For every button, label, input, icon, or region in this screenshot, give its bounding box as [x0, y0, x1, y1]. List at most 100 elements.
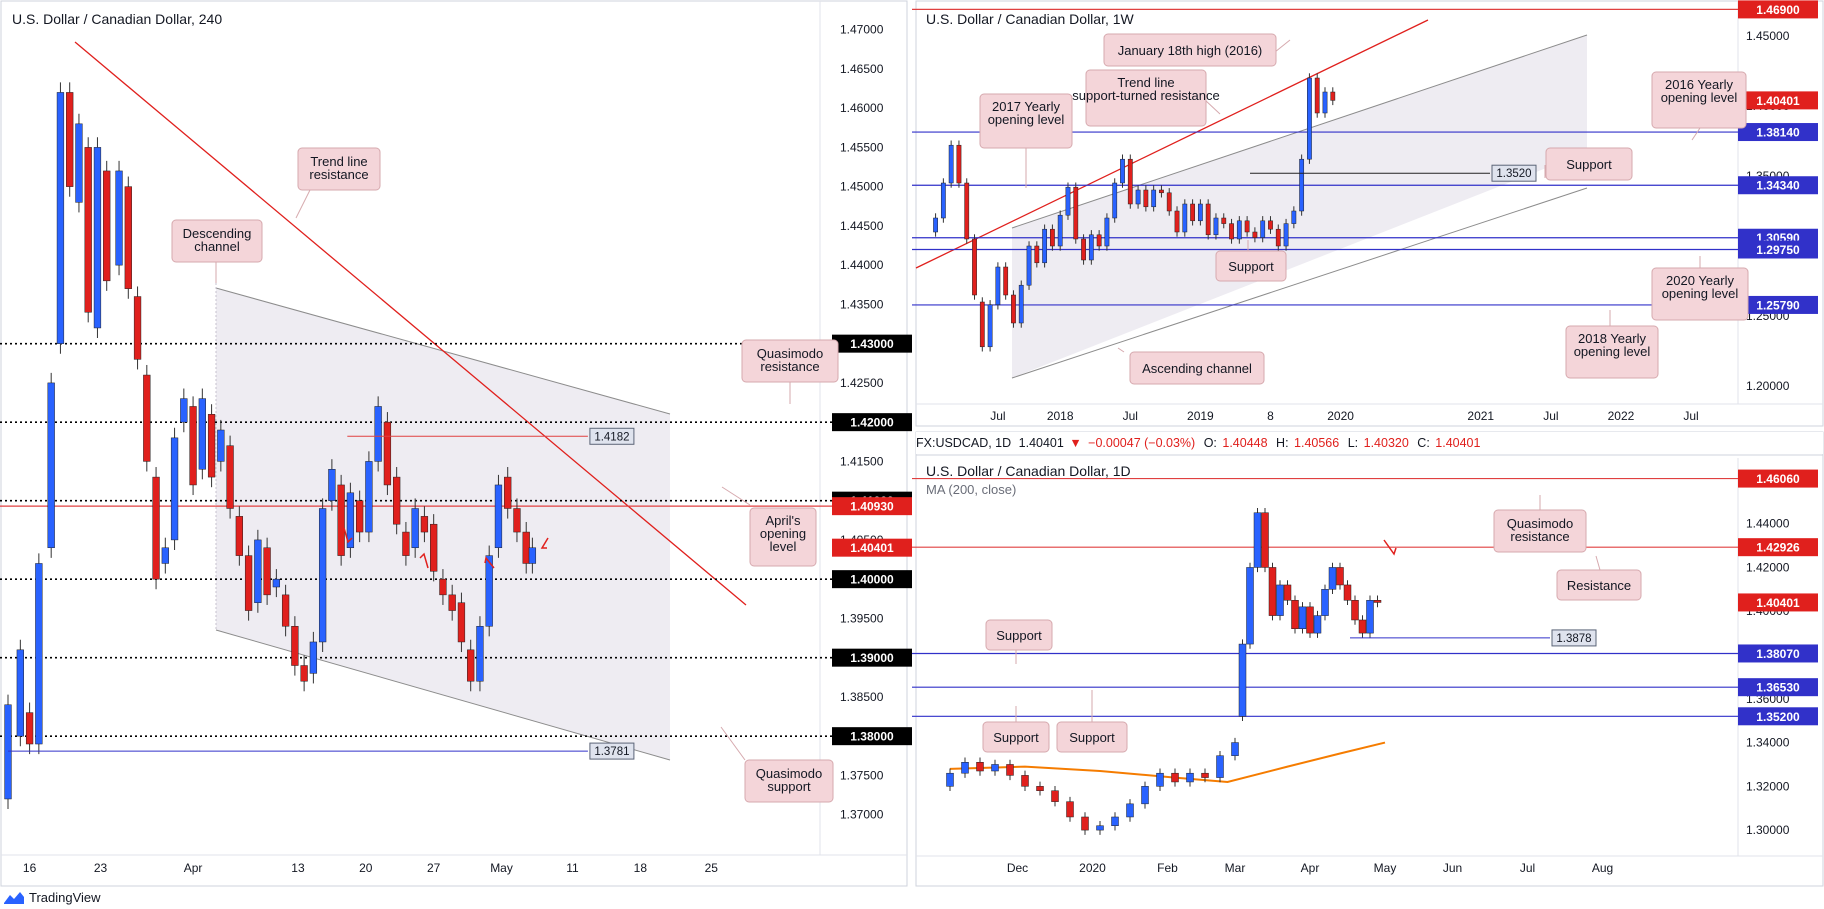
bull-candle: [374, 406, 382, 462]
bull-candle: [411, 508, 419, 549]
x-tick-label: 27: [427, 861, 441, 875]
x-tick-label: 25: [705, 861, 719, 875]
bear-candle: [235, 516, 243, 556]
callout-text: Ascending channel: [1142, 361, 1252, 376]
price-tag: [832, 413, 912, 432]
weekly-chart-title: U.S. Dollar / Canadian Dollar, 1W: [926, 11, 1135, 27]
bull-candle: [180, 398, 188, 423]
y-tick-label: 1.45000: [840, 180, 884, 194]
bear-candle: [300, 665, 308, 682]
bear-candle: [420, 516, 429, 533]
y-tick-label: 1.41500: [840, 454, 884, 468]
marker-tag: [589, 742, 635, 760]
bear-candle: [402, 531, 410, 556]
bear-candle: [291, 626, 299, 666]
x-tick-label: 20: [359, 861, 373, 875]
h4-markers: 1.4182 1.3781: [8, 427, 635, 760]
price-tag-label: 1.38070: [1756, 647, 1800, 661]
x-tick-label: May: [490, 861, 513, 875]
callout-january-18th-high: January 18th high (2016): [1103, 33, 1291, 67]
bear-candle: [1006, 764, 1014, 776]
bull-candle: [198, 398, 206, 470]
y-tick-label: 1.37500: [840, 768, 884, 782]
arrow-marker: [343, 527, 353, 544]
price-tag: [1738, 240, 1818, 259]
bull-candle: [1298, 606, 1307, 629]
bear-candle: [956, 144, 962, 184]
price-tag: [1738, 538, 1818, 557]
callout-text: Quasimodo resistance: [757, 346, 823, 374]
bull-candle: [1253, 512, 1262, 568]
bear-candle: [1171, 772, 1179, 783]
callout-text: 2017 Yearly opening level: [988, 99, 1065, 127]
bull-candle: [1141, 786, 1149, 805]
callout-text: Quasimodo support: [756, 766, 822, 794]
bull-candle: [995, 266, 1001, 306]
x-tick-label: Jul: [1520, 861, 1535, 875]
bull-candle: [309, 641, 318, 674]
price-tag: [1738, 644, 1818, 663]
callout-text: January 18th high (2016): [1118, 43, 1263, 58]
bull-candle: [115, 170, 123, 266]
daily-levels: 1.46060 1.42926 1.40401 1.38070 1.36530 1.352…: [912, 469, 1818, 726]
bear-candle: [467, 649, 475, 682]
h4-levels: 1.430001.420001.410001.409301.404011.400…: [0, 334, 912, 746]
x-tick-label: 23: [94, 861, 108, 875]
bear-candle: [1073, 186, 1079, 240]
bear-candle: [1283, 584, 1292, 601]
weekly-candles: [933, 73, 1336, 352]
bull-candle: [1111, 816, 1119, 826]
callout-text: 2018 Yearly opening level: [1574, 331, 1651, 359]
bear-candle: [1166, 192, 1172, 212]
x-tick-label: 18: [634, 861, 648, 875]
trend-line-resistance: [74, 41, 747, 606]
callout-2020-yearly-opening-level: 2020 Yearly opening level: [1651, 256, 1749, 321]
bull-candle: [1307, 77, 1312, 160]
callout-text: Support: [1228, 259, 1274, 274]
daily-chart-title: U.S. Dollar / Canadian Dollar, 1D: [926, 463, 1131, 479]
price-tag-label: 1.29750: [1756, 243, 1800, 257]
bull-candle: [1236, 220, 1242, 240]
bear-candle: [1081, 816, 1089, 831]
bear-candle: [1373, 600, 1382, 603]
price-tag-label: 1.25790: [1756, 298, 1800, 312]
bull-candle: [948, 144, 954, 184]
price-tag-label: 1.46900: [1756, 3, 1800, 17]
x-tick-label: Dec: [1007, 861, 1028, 875]
h4-chart-panel: U.S. Dollar / Canadian Dollar, 240 1.470…: [0, 0, 912, 887]
marker-tag-label: 1.3781: [594, 746, 629, 758]
callout-descending-channel: Descending channel: [171, 219, 263, 283]
bear-candle: [1021, 775, 1029, 787]
bull-candle: [161, 547, 169, 564]
bear-candle: [1143, 189, 1149, 208]
callout-text: April's opening level: [760, 513, 806, 554]
callout-text: Support: [1566, 157, 1612, 172]
price-tag-label: 1.40930: [850, 500, 894, 514]
x-tick-label: 2020: [1327, 409, 1354, 423]
bull-candle: [1238, 643, 1247, 717]
callout-quasimodo-resistance: Quasimodo resistance: [741, 339, 839, 404]
bull-candle: [1283, 223, 1289, 247]
callout-resistance: Resistance: [1556, 555, 1642, 601]
bear-candle: [1011, 294, 1016, 324]
x-tick-label: 2018: [1047, 409, 1074, 423]
bull-candle: [946, 772, 954, 787]
bull-candle: [4, 704, 12, 800]
marker-tag-label: 1.3878: [1556, 633, 1591, 645]
price-tag-label: 1.40000: [850, 573, 894, 587]
bear-candle: [972, 238, 977, 296]
x-tick-label: Jul: [1123, 409, 1138, 423]
bear-candle: [1268, 220, 1273, 230]
daily-indicator-label: MA (200, close): [926, 482, 1016, 497]
bear-candle: [103, 170, 111, 282]
bull-candle: [1321, 589, 1329, 616]
arrow-marker: [419, 552, 429, 569]
x-tick-label: 2019: [1187, 409, 1214, 423]
h4-chart-title: U.S. Dollar / Canadian Dollar, 240: [12, 11, 222, 27]
bull-candle: [1104, 217, 1110, 247]
bull-candle: [1216, 755, 1224, 778]
price-tag-label: 1.46060: [1756, 472, 1800, 486]
bear-candle: [1343, 584, 1352, 601]
bear-candle: [1306, 606, 1314, 634]
callout-text: Support: [1069, 730, 1115, 745]
